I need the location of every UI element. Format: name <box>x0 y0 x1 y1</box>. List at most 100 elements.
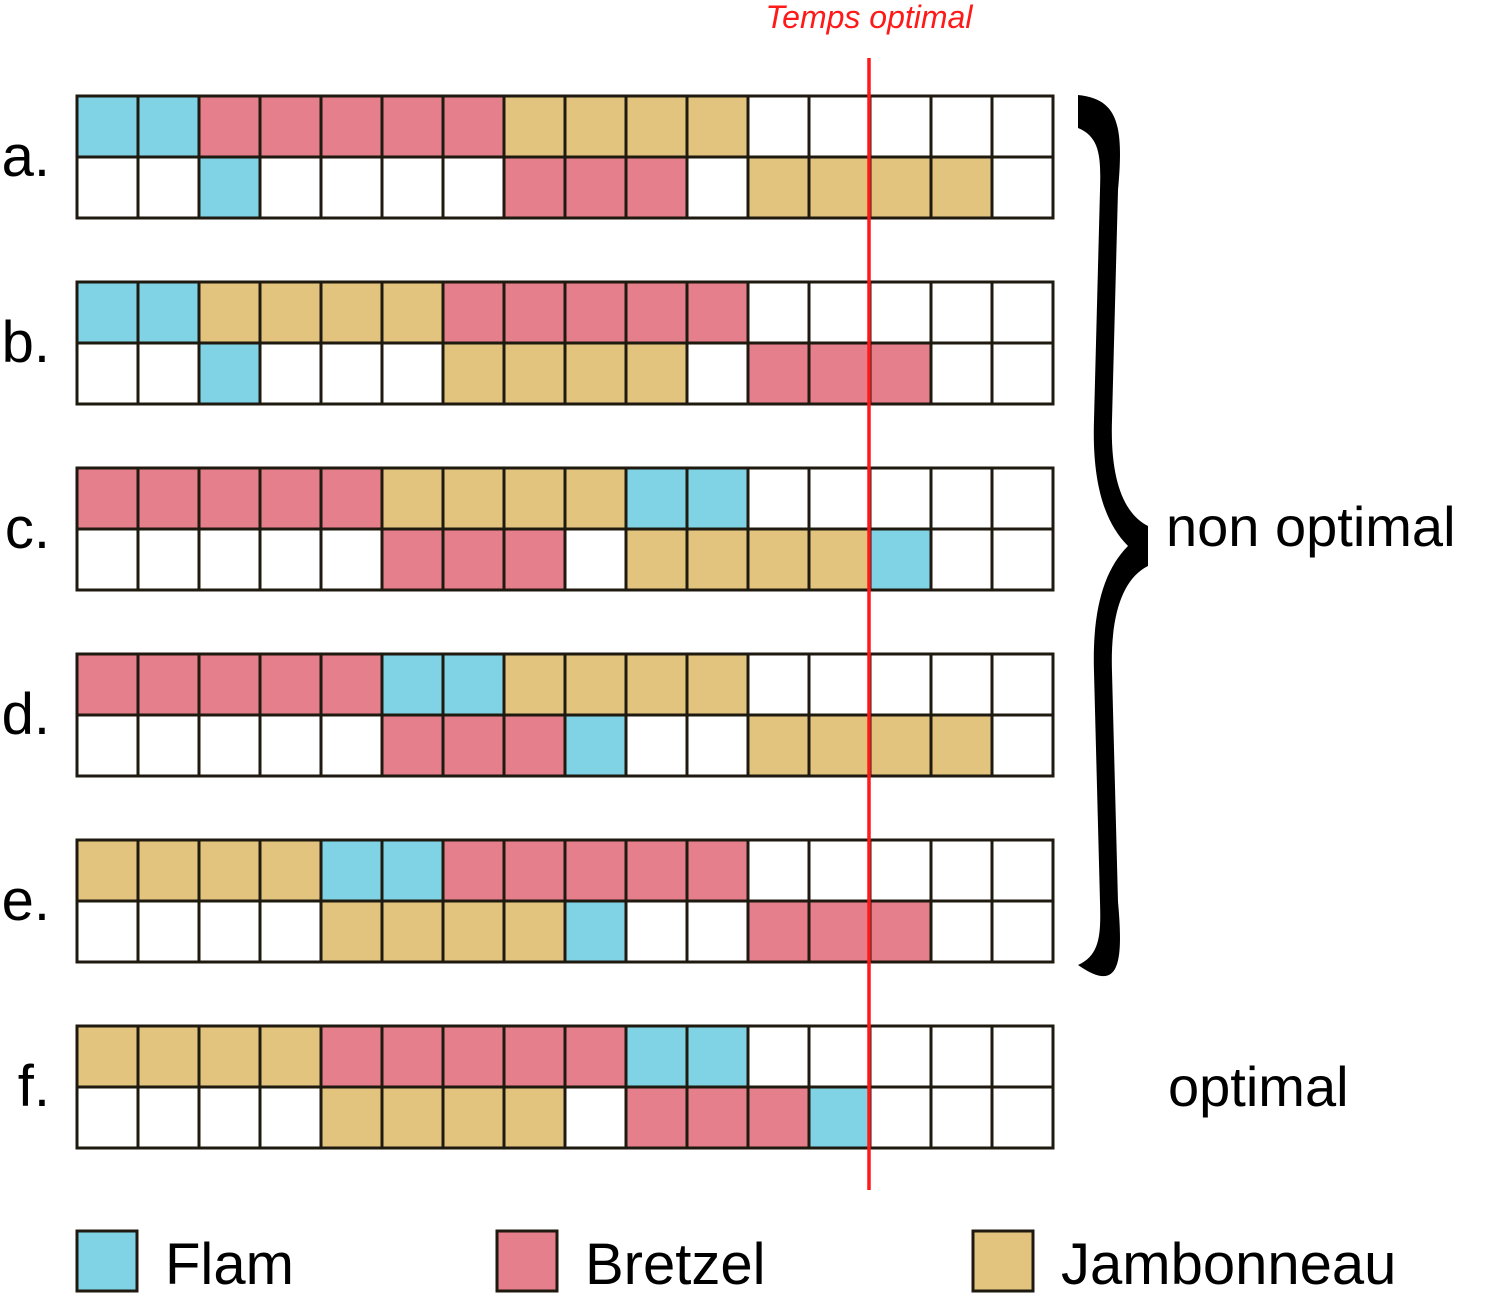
cell <box>624 899 689 964</box>
cell <box>380 652 445 717</box>
cell <box>319 280 384 345</box>
cell <box>197 466 262 531</box>
cell <box>990 94 1055 159</box>
cell <box>746 94 811 159</box>
cell <box>563 713 628 778</box>
cell <box>136 466 201 531</box>
cell <box>380 466 445 531</box>
cell <box>685 1024 750 1089</box>
cell <box>685 94 750 159</box>
cell <box>685 652 750 717</box>
cell <box>75 1024 140 1089</box>
cell <box>746 155 811 220</box>
cell <box>929 713 994 778</box>
cell <box>685 838 750 903</box>
cell <box>746 899 811 964</box>
schedule-label: a. <box>2 124 50 189</box>
cell <box>746 280 811 345</box>
cell <box>75 341 140 406</box>
cell <box>868 899 933 964</box>
cell <box>868 94 933 159</box>
cell <box>258 280 323 345</box>
cell <box>441 899 506 964</box>
cell <box>197 652 262 717</box>
cell <box>563 527 628 592</box>
cell <box>746 838 811 903</box>
cell <box>990 466 1055 531</box>
cell <box>258 652 323 717</box>
cell <box>75 1085 140 1150</box>
cell <box>746 341 811 406</box>
cell <box>807 155 872 220</box>
cell <box>624 466 689 531</box>
cell <box>319 838 384 903</box>
cell <box>685 527 750 592</box>
legend-label-jambonneau: Jambonneau <box>1061 1232 1396 1297</box>
cell <box>380 155 445 220</box>
cell <box>868 280 933 345</box>
cell <box>563 155 628 220</box>
cell <box>685 155 750 220</box>
cell <box>197 94 262 159</box>
cell <box>807 280 872 345</box>
cell <box>929 94 994 159</box>
legend-swatch-jambonneau <box>971 1229 1035 1293</box>
cell <box>197 899 262 964</box>
cell <box>990 1024 1055 1089</box>
non-optimal-label: non optimal <box>1166 495 1456 558</box>
cell <box>319 341 384 406</box>
cell <box>502 341 567 406</box>
cell <box>319 652 384 717</box>
schedule-label: f. <box>18 1054 50 1119</box>
cell <box>990 838 1055 903</box>
cell <box>441 94 506 159</box>
cell <box>563 899 628 964</box>
cell <box>685 713 750 778</box>
cell <box>990 341 1055 406</box>
cell <box>75 713 140 778</box>
cell <box>868 1024 933 1089</box>
cell <box>258 466 323 531</box>
cell <box>624 341 689 406</box>
cell <box>624 155 689 220</box>
cell <box>929 527 994 592</box>
schedule-d <box>75 652 1055 778</box>
cell <box>441 1085 506 1150</box>
legend-label-flam: Flam <box>165 1232 294 1297</box>
cell <box>563 1085 628 1150</box>
cell <box>258 838 323 903</box>
cell <box>807 527 872 592</box>
cell <box>929 838 994 903</box>
cell <box>380 341 445 406</box>
cell <box>258 341 323 406</box>
cell <box>502 899 567 964</box>
cell <box>624 1024 689 1089</box>
cell <box>136 838 201 903</box>
cell <box>807 838 872 903</box>
cell <box>380 899 445 964</box>
cell <box>380 838 445 903</box>
cell <box>319 466 384 531</box>
cell <box>685 1085 750 1150</box>
cell <box>868 341 933 406</box>
schedule-c <box>75 466 1055 592</box>
schedule-label: e. <box>2 868 50 933</box>
cell <box>75 94 140 159</box>
cell <box>441 1024 506 1089</box>
cell <box>563 341 628 406</box>
schedule-label: c. <box>5 496 50 561</box>
cell <box>685 280 750 345</box>
schedule-grids <box>75 94 1055 1150</box>
cell <box>624 1085 689 1150</box>
schedule-label: d. <box>2 682 50 747</box>
cell <box>868 527 933 592</box>
cell <box>380 94 445 159</box>
cell <box>624 94 689 159</box>
cell <box>197 713 262 778</box>
cell <box>929 155 994 220</box>
cell <box>197 1024 262 1089</box>
cell <box>563 466 628 531</box>
cell <box>929 652 994 717</box>
cell <box>929 1024 994 1089</box>
cell <box>258 899 323 964</box>
